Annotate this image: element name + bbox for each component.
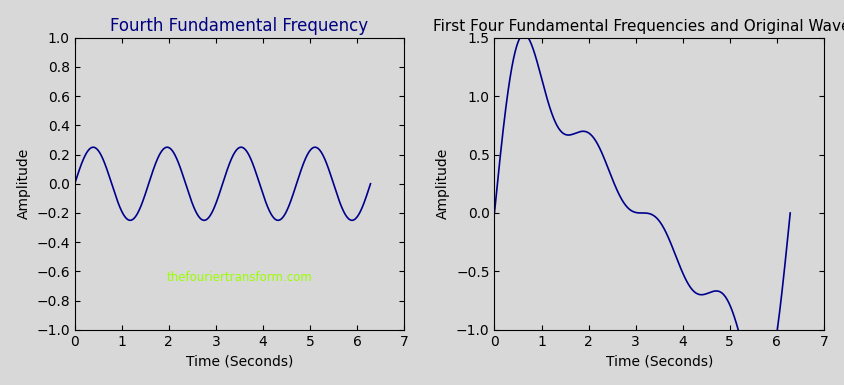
X-axis label: Time (Seconds): Time (Seconds) — [605, 354, 712, 368]
X-axis label: Time (Seconds): Time (Seconds) — [186, 354, 293, 368]
Y-axis label: Amplitude: Amplitude — [436, 148, 450, 219]
Text: thefouriertransform.com: thefouriertransform.com — [166, 271, 312, 284]
Y-axis label: Amplitude: Amplitude — [17, 148, 30, 219]
Title: Fourth Fundamental Frequency: Fourth Fundamental Frequency — [111, 17, 368, 35]
Title: First Four Fundamental Frequencies and Original Waveform: First Four Fundamental Frequencies and O… — [432, 18, 844, 33]
